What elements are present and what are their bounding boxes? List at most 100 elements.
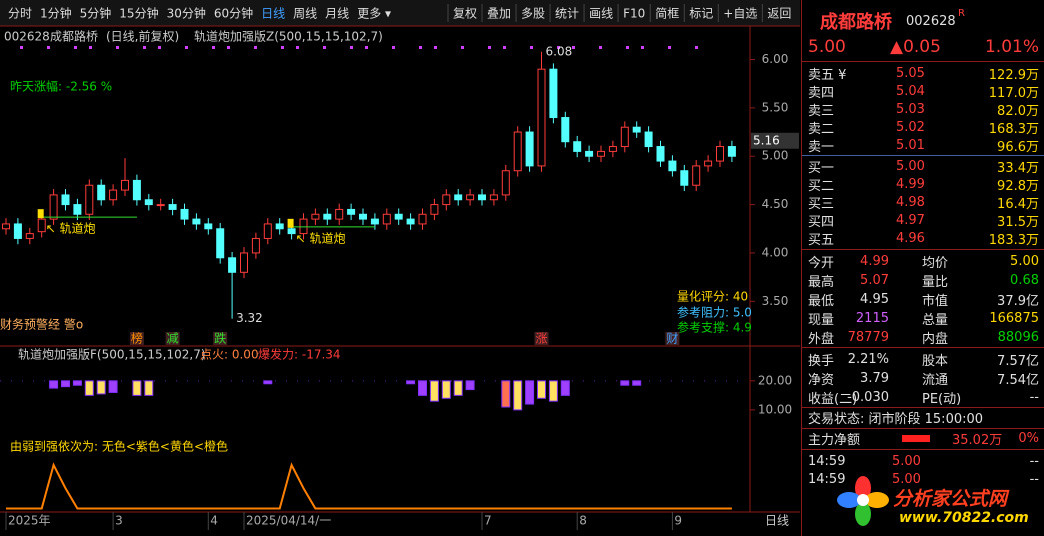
signal-dot <box>626 46 629 49</box>
toolbar-tab[interactable]: 15分钟 <box>119 6 158 21</box>
support: 参考支撑: 4.9 <box>677 320 752 335</box>
y-tick-label: 20.00 <box>758 373 792 387</box>
candle-body <box>144 199 153 206</box>
candle-body <box>311 213 320 220</box>
toolbar-button[interactable]: 多股 <box>521 7 545 21</box>
bid-row-cell: 5.00 <box>896 158 925 174</box>
stat-row-cell: 量比 <box>922 274 949 290</box>
bid-row-cell: 买四 <box>808 215 835 231</box>
stat-row-cell: 收益(二) <box>808 391 858 407</box>
toolbar-button[interactable]: 统计 <box>555 7 579 21</box>
histogram-bar <box>406 380 416 385</box>
bid-row-cell: 买二 <box>808 178 835 194</box>
stat-row-cell: 7.54亿 <box>997 372 1039 388</box>
candle-body <box>97 184 106 201</box>
event-badge <box>534 332 549 345</box>
toolbar-button[interactable]: 标记 <box>689 7 713 21</box>
histogram-bar <box>96 380 106 395</box>
candle-body <box>49 194 58 220</box>
signal-dot <box>668 46 671 49</box>
toolbar-button[interactable]: +自选 <box>723 7 757 21</box>
candle-body <box>275 223 284 230</box>
candle-body <box>585 150 594 157</box>
stat-row: 今开 4.99 均价 5.00 <box>806 252 1039 271</box>
signal-dot <box>557 46 560 49</box>
event-badge <box>665 332 680 345</box>
bid-row-cell: 4.96 <box>896 231 925 247</box>
signal-line <box>6 462 732 510</box>
separator <box>802 249 1044 250</box>
candle-body <box>240 252 248 273</box>
bid-row-cell: 4.98 <box>896 194 925 210</box>
ask-row-cell: 5.02 <box>896 120 925 136</box>
event-badge <box>129 332 144 345</box>
signal-dot <box>695 46 698 49</box>
period-label: 日线 <box>765 514 789 528</box>
stat-row-cell: -- <box>1029 389 1039 405</box>
stat-row-cell: 外盘 <box>808 332 835 348</box>
bid-row-cell: 92.8万 <box>997 178 1039 194</box>
histogram-bar <box>525 380 535 405</box>
toolbar-button[interactable]: F10 <box>623 7 645 21</box>
bid-row-cell: 33.4万 <box>997 160 1039 176</box>
tick-row-cell: 14:59 <box>808 471 846 487</box>
histogram-bar <box>108 380 118 393</box>
x-tick-label: 2025年 <box>8 514 51 528</box>
event-label: 跌 <box>214 331 226 346</box>
toolbar-button[interactable]: 复权 <box>453 7 477 21</box>
candle-body <box>561 117 570 143</box>
flow-label: 主力净额 <box>808 432 861 448</box>
toolbar-tab[interactable]: 5分钟 <box>80 6 112 21</box>
candle-body <box>287 228 296 235</box>
signal-dot <box>434 46 437 49</box>
histogram-bar <box>429 380 439 402</box>
signal-label: ↖ 轨道炮 <box>46 222 96 236</box>
stat-row-cell: 0.68 <box>1010 272 1039 288</box>
candle-body <box>549 68 558 119</box>
event-label: 财 <box>666 332 678 346</box>
toolbar-tab[interactable]: 30分钟 <box>167 6 206 21</box>
y-tick-label: 5.00 <box>762 149 789 163</box>
ask-row-cell: 卖三 <box>808 103 835 119</box>
stat-row: 外盘 78779 内盘 88096 <box>806 329 1039 347</box>
candle-body <box>109 189 118 201</box>
toolbar-tab[interactable]: 1分钟 <box>40 6 72 21</box>
toolbar-button[interactable]: 叠加 <box>487 7 511 21</box>
tick-row-cell: -- <box>1029 453 1039 469</box>
histogram-bar <box>465 380 475 391</box>
separator <box>802 407 1044 408</box>
candle-body <box>73 204 82 215</box>
signal-dot <box>281 46 284 49</box>
signal-dot <box>254 46 257 49</box>
flow-row: 主力净额 35.02万 0% <box>806 429 1039 448</box>
stat-row-cell: 37.9亿 <box>997 293 1039 309</box>
toolbar-button[interactable]: 返回 <box>767 7 791 21</box>
high-label: 6.08 <box>546 44 573 58</box>
candle-body <box>359 213 367 220</box>
toolbar-tab[interactable]: 月线 <box>325 7 349 21</box>
candle-body <box>192 218 201 225</box>
watermark-logo: 分析家公式网 www.70822.com <box>835 470 1040 532</box>
toolbar-button[interactable]: 简框 <box>655 7 679 21</box>
toolbar-tab[interactable]: 分时 <box>8 7 32 21</box>
y-tick-label: 5.50 <box>762 100 789 114</box>
toolbar-tab[interactable]: 日线 <box>261 7 285 21</box>
histogram-bar <box>537 380 546 399</box>
histogram-bar <box>441 380 451 399</box>
candle-body <box>632 126 641 133</box>
signal-dot <box>74 46 77 49</box>
bid-row: 买五 4.96 183.3万 <box>806 230 1039 248</box>
toolbar-tab[interactable]: 更多 ▾ <box>357 7 391 21</box>
histogram-bar <box>632 380 642 386</box>
toolbar-button[interactable]: 画线 <box>589 7 613 21</box>
histogram-bar <box>132 380 142 396</box>
candle-body <box>382 213 391 225</box>
separator <box>802 449 1044 450</box>
separator <box>802 155 1044 156</box>
x-tick-label: 8 <box>579 514 587 528</box>
chart-area: 002628 成都路桥 (日线,前复权) 轨道炮加强版Z(500,15,15,1… <box>0 0 800 530</box>
resistance: 参考阻力: 5.0 <box>677 305 752 320</box>
toolbar-tab[interactable]: 60分钟 <box>214 6 253 21</box>
toolbar-tab[interactable]: 周线 <box>293 7 317 21</box>
change-pct: 1.01% <box>984 37 1039 57</box>
